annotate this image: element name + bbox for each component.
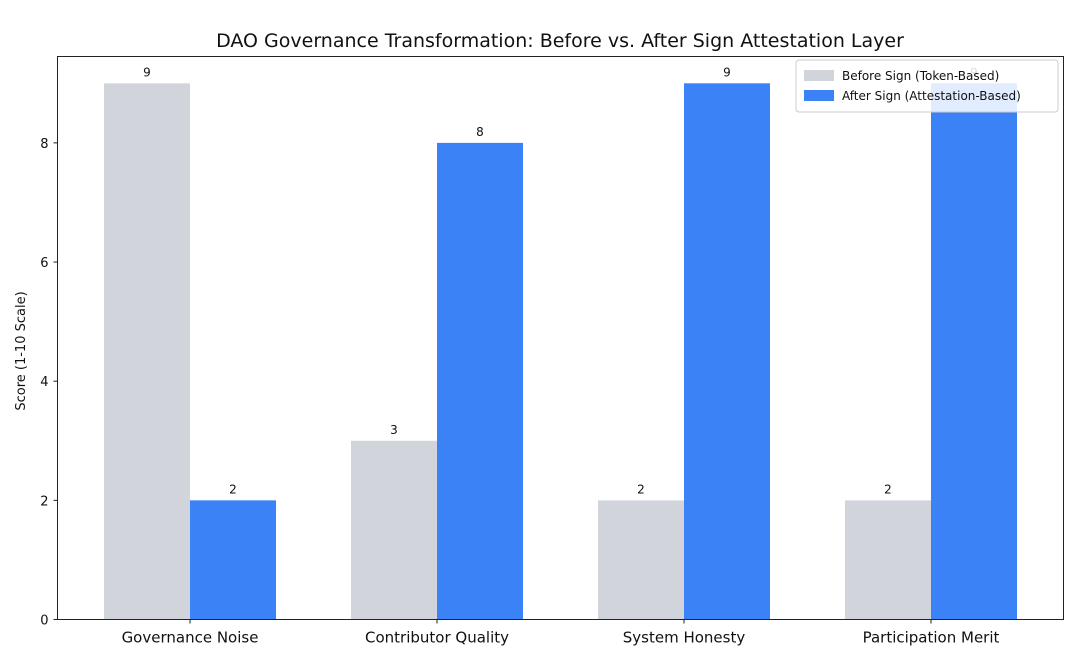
legend-box — [795, 59, 1059, 113]
y-tick-label-8: 8 — [40, 137, 48, 152]
bar-before-participation-merit — [845, 500, 931, 620]
x-axis-ticks: Governance Noise Contributor Quality Syste… — [122, 619, 1000, 647]
data-label-after-contributor-quality: 8 — [476, 125, 484, 139]
bar-after-participation-merit — [931, 83, 1017, 620]
x-tick-label-participation-merit: Participation Merit — [863, 629, 1000, 647]
data-label-before-governance-noise: 9 — [143, 65, 151, 79]
legend-label-after: After Sign (Attestation-Based) — [842, 89, 1021, 103]
x-tick-label-contributor-quality: Contributor Quality — [365, 629, 509, 647]
bars-layer — [104, 83, 1017, 620]
data-label-after-governance-noise: 2 — [229, 482, 237, 496]
legend: Before Sign (Token-Based) After Sign (Att… — [795, 59, 1059, 113]
chart-title: DAO Governance Transformation: Before vs… — [216, 30, 904, 52]
bar-after-system-honesty — [684, 83, 770, 620]
data-label-before-participation-merit: 2 — [884, 482, 892, 496]
bar-before-governance-noise — [104, 83, 190, 620]
y-tick-label-2: 2 — [40, 494, 48, 509]
bar-before-system-honesty — [598, 500, 684, 620]
bar-after-contributor-quality — [437, 142, 523, 620]
y-tick-label-6: 6 — [40, 256, 48, 271]
legend-label-before: Before Sign (Token-Based) — [842, 69, 999, 83]
x-tick-label-system-honesty: System Honesty — [623, 629, 746, 647]
legend-swatch-after — [804, 90, 834, 101]
y-tick-label-0: 0 — [40, 614, 48, 629]
legend-swatch-before — [804, 70, 834, 81]
data-label-before-system-honesty: 2 — [637, 482, 645, 496]
bar-after-governance-noise — [190, 500, 276, 620]
y-axis-ticks: 0 2 4 6 8 — [40, 137, 58, 629]
x-tick-label-governance-noise: Governance Noise — [122, 629, 259, 647]
data-label-before-contributor-quality: 3 — [390, 423, 398, 437]
y-tick-label-4: 4 — [40, 375, 48, 390]
bar-before-contributor-quality — [351, 440, 437, 620]
y-axis-label: Score (1-10 Scale) — [14, 291, 29, 410]
plot-area-frame — [57, 56, 1064, 620]
data-labels-layer: 92382929 — [143, 65, 978, 496]
data-label-after-system-honesty: 9 — [723, 65, 731, 79]
